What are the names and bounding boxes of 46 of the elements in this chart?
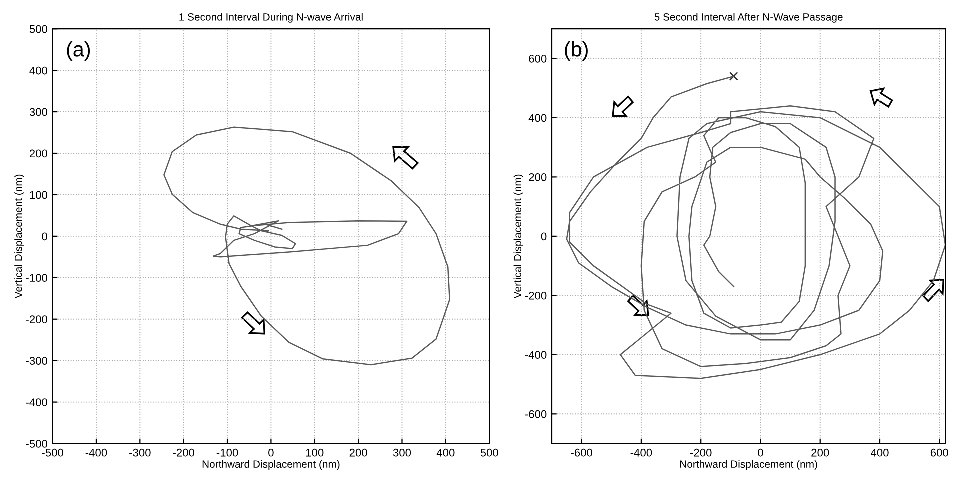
- y-axis-title: Vertical Displacement (nm): [514, 174, 524, 299]
- y-tick-label: -300: [26, 357, 48, 365]
- y-tick-label: -100: [26, 274, 48, 282]
- x-tick-label: -400: [630, 448, 652, 457]
- x-tick-label: -100: [216, 448, 238, 457]
- chart-title: 1 Second Interval During N-wave Arrival: [180, 13, 363, 23]
- x-tick-label: 500: [480, 448, 498, 457]
- y-tick-label: -400: [525, 351, 547, 360]
- x-tick-label: 0: [268, 448, 274, 457]
- y-tick-label: 100: [30, 191, 48, 200]
- x-tick-label: 300: [393, 448, 412, 457]
- y-tick-label: -400: [26, 398, 48, 406]
- y-tick-label: 200: [30, 150, 48, 158]
- x-tick-label: -200: [173, 448, 195, 457]
- annotation: (a): [67, 42, 90, 61]
- y-tick-label: 0: [42, 232, 48, 241]
- x-axis-title: Northward Displacement (nm): [680, 460, 818, 470]
- x-tick-label: -300: [130, 448, 151, 457]
- x-tick-label: 100: [306, 448, 324, 457]
- y-tick-label: 400: [30, 66, 48, 75]
- chart-title: 5 Second Interval After N-Wave Passage: [654, 13, 843, 23]
- x-tick-label: 600: [930, 448, 948, 457]
- x-tick-label: 400: [436, 448, 455, 457]
- x-tick-label: -200: [690, 448, 712, 457]
- y-tick-label: -600: [525, 410, 547, 418]
- y-tick-label: -200: [525, 292, 547, 300]
- y-tick-label: 400: [528, 114, 547, 122]
- y-tick-label: -200: [26, 316, 48, 324]
- y-tick-label: 500: [30, 25, 48, 34]
- y-tick-label: 200: [529, 173, 547, 182]
- x-tick-label: 200: [812, 448, 830, 457]
- x-tick-label: -600: [571, 448, 593, 457]
- annotation: (b): [565, 42, 588, 61]
- x-tick-label: -500: [42, 448, 64, 457]
- line-series: [164, 126, 450, 366]
- y-tick-label: 600: [529, 54, 547, 63]
- y-tick-label: -500: [26, 440, 48, 448]
- x-tick-label: 200: [350, 448, 368, 457]
- y-tick-label: 300: [30, 108, 48, 116]
- x-tick-label: -400: [86, 448, 108, 457]
- x-tick-label: 0: [758, 448, 764, 457]
- y-tick-label: 0: [541, 232, 547, 241]
- line-series: [566, 76, 946, 380]
- x-axis-title: Northward Displacement (nm): [202, 460, 340, 470]
- x-tick-label: 400: [870, 448, 889, 457]
- y-axis-title: Vertical Displacement (nm): [14, 174, 24, 299]
